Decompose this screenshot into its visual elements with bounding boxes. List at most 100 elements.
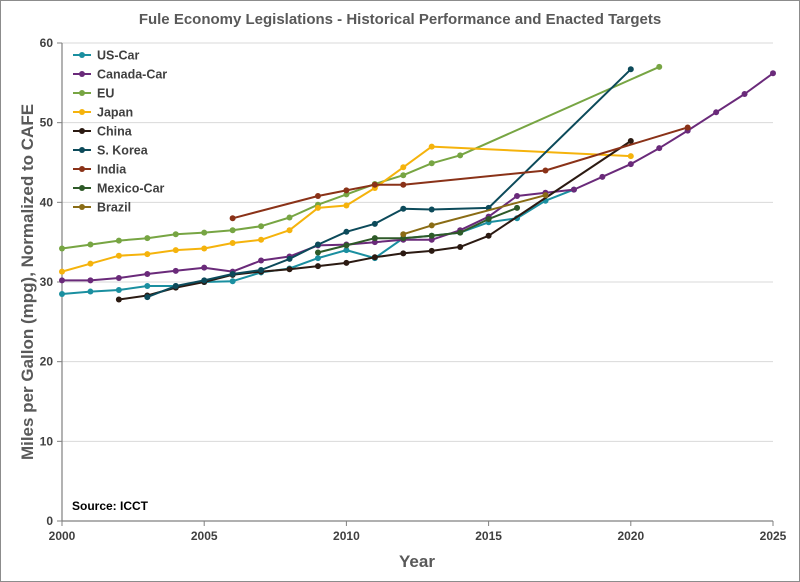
- series-mexico-car: [314, 204, 521, 256]
- legend-swatch-marker: [79, 52, 85, 58]
- data-point-mexico-car: [485, 216, 492, 223]
- y-tick-label: 10: [40, 434, 54, 448]
- data-point-mexico-car: [371, 235, 378, 242]
- x-tick-label: 2005: [191, 529, 218, 543]
- data-point-canada-car: [713, 109, 720, 116]
- axes: 0 10 20 30 40 50 60 2000 2005 2010 2015 2020 2025: [40, 36, 787, 543]
- legend-label: Canada-Car: [97, 68, 167, 82]
- legend-label: Brazil: [97, 201, 131, 215]
- data-point-japan: [172, 247, 179, 254]
- x-axis-title: Year: [399, 552, 435, 571]
- data-point-japan: [400, 164, 407, 171]
- data-point-canada-car: [627, 161, 634, 168]
- data-point-eu: [59, 245, 65, 252]
- data-point-eu: [428, 160, 435, 167]
- data-point-japan: [258, 236, 265, 243]
- data-point-mexico-car: [343, 242, 350, 249]
- data-point-canada-car: [144, 271, 151, 278]
- y-tick-label: 20: [40, 355, 54, 369]
- data-point-mexico-car: [457, 229, 464, 236]
- source-annotation: Source: ICCT: [72, 499, 149, 513]
- data-point-us-car: [229, 278, 236, 285]
- legend-label: S. Korea: [97, 144, 149, 158]
- legend-item-mexico-car: Mexico-Car: [73, 182, 165, 196]
- legend-label: China: [97, 125, 133, 139]
- grid: [62, 42, 773, 442]
- legend-item-s-korea: S. Korea: [73, 144, 149, 158]
- data-point-eu: [172, 231, 179, 238]
- data-point-japan: [229, 239, 236, 246]
- data-point-mexico-car: [428, 232, 435, 239]
- data-point-canada-car: [570, 186, 577, 193]
- data-point-canada-car: [115, 275, 122, 282]
- data-point-s-korea: [314, 241, 321, 248]
- data-point-s-korea: [343, 228, 350, 235]
- data-point-s-korea: [428, 206, 435, 213]
- data-point-eu: [656, 63, 663, 70]
- data-point-japan: [314, 204, 321, 211]
- legend-swatch-marker: [79, 128, 85, 134]
- data-point-canada-car: [599, 173, 606, 180]
- data-point-us-car: [87, 288, 94, 295]
- data-point-eu: [258, 223, 265, 230]
- data-point-eu: [400, 172, 407, 179]
- data-point-mexico-car: [314, 249, 321, 256]
- data-point-china: [627, 137, 634, 144]
- data-point-india: [684, 124, 691, 131]
- data-point-china: [343, 259, 350, 266]
- y-tick-label: 30: [40, 275, 54, 289]
- series-japan: [59, 143, 634, 275]
- data-point-s-korea: [400, 205, 407, 212]
- legend-swatch-marker: [79, 166, 85, 172]
- data-point-india: [229, 215, 236, 222]
- data-point-eu: [457, 152, 464, 159]
- y-tick-label: 0: [46, 514, 53, 528]
- legend-item-japan: Japan: [73, 106, 133, 120]
- legend-item-canada-car: Canada-Car: [73, 68, 167, 82]
- data-point-s-korea: [172, 282, 179, 289]
- data-point-canada-car: [741, 90, 748, 97]
- legend-swatch-marker: [79, 109, 85, 115]
- data-point-canada-car: [258, 257, 265, 264]
- data-point-eu: [201, 229, 208, 236]
- series-line-s-korea: [146, 68, 632, 299]
- data-point-brazil: [400, 231, 407, 238]
- data-point-canada-car: [201, 264, 208, 271]
- legend-item-china: China: [73, 125, 133, 139]
- series-line-eu: [61, 65, 660, 250]
- data-point-china: [371, 254, 378, 261]
- data-point-japan: [343, 202, 350, 209]
- series-s-korea: [144, 66, 634, 301]
- data-point-s-korea: [201, 277, 208, 284]
- data-point-us-car: [343, 247, 350, 254]
- series-line-canada-car: [62, 72, 774, 282]
- legend-swatch-marker: [79, 90, 85, 96]
- series-india: [229, 124, 691, 222]
- legend: US-Car Canada-Car EU Japan China S. Korea Indi…: [73, 49, 167, 215]
- legend-item-india: India: [73, 163, 127, 177]
- legend-label: US-Car: [97, 49, 140, 63]
- data-point-japan: [428, 143, 435, 150]
- data-point-japan: [115, 252, 122, 259]
- data-point-japan: [627, 153, 634, 160]
- series-brazil: [400, 192, 549, 238]
- legend-label: Japan: [97, 106, 133, 120]
- data-point-japan: [201, 245, 208, 252]
- series-layer: [59, 63, 776, 303]
- legend-item-us-car: US-Car: [73, 49, 140, 63]
- data-point-china: [428, 247, 435, 254]
- chart-title: Fule Economy Legislations - Historical P…: [139, 11, 661, 28]
- series-eu: [59, 63, 663, 252]
- x-tick-label: 2000: [49, 529, 76, 543]
- data-point-us-car: [314, 255, 321, 262]
- data-point-eu: [115, 237, 122, 244]
- data-point-us-car: [59, 290, 65, 297]
- data-point-s-korea: [144, 294, 151, 301]
- legend-label: Mexico-Car: [97, 182, 165, 196]
- data-point-eu: [87, 241, 94, 248]
- data-point-mexico-car: [514, 204, 521, 211]
- data-point-japan: [144, 251, 151, 258]
- data-point-s-korea: [371, 220, 378, 227]
- x-tick-label: 2020: [617, 529, 644, 543]
